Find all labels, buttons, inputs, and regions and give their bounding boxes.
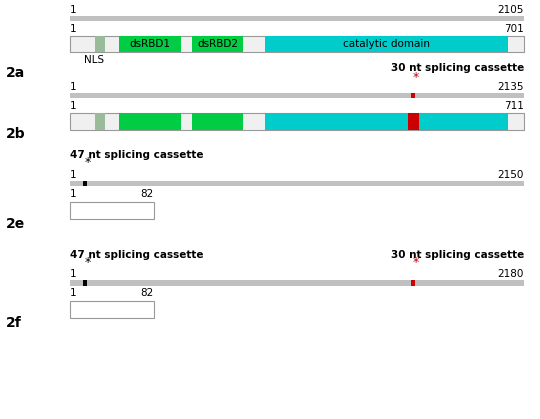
Text: 82: 82: [140, 288, 154, 298]
Text: 1: 1: [70, 5, 77, 15]
Bar: [70, 181, 524, 186]
Text: 82: 82: [140, 189, 154, 199]
Bar: [70, 36, 524, 52]
Text: 2150: 2150: [497, 170, 524, 180]
Text: 2b: 2b: [5, 127, 25, 141]
Text: 30 nt splicing cassette: 30 nt splicing cassette: [390, 250, 524, 260]
Bar: [70, 113, 524, 130]
Text: 2e: 2e: [5, 217, 25, 231]
Text: 1: 1: [70, 170, 77, 180]
Bar: [265, 36, 508, 52]
Text: catalytic domain: catalytic domain: [342, 39, 430, 49]
Text: *: *: [413, 256, 419, 269]
Text: 1: 1: [70, 82, 77, 92]
Text: 1: 1: [70, 288, 77, 298]
Text: 1: 1: [70, 189, 77, 199]
Bar: [94, 36, 105, 52]
Bar: [70, 93, 524, 98]
Text: 1: 1: [70, 269, 77, 279]
Text: dsRBD1: dsRBD1: [130, 39, 171, 49]
Text: 47 nt splicing cassette: 47 nt splicing cassette: [70, 150, 204, 160]
Text: 2a: 2a: [5, 66, 25, 80]
Text: NLS: NLS: [84, 55, 104, 65]
Text: 47 nt splicing cassette: 47 nt splicing cassette: [70, 250, 204, 260]
Bar: [411, 93, 415, 98]
Bar: [119, 36, 181, 52]
Bar: [192, 113, 243, 130]
Text: *: *: [413, 71, 419, 84]
Text: 30 nt splicing cassette: 30 nt splicing cassette: [390, 63, 524, 73]
Text: *: *: [84, 256, 91, 269]
Text: *: *: [84, 156, 91, 169]
Text: 711: 711: [504, 101, 524, 111]
Text: 2f: 2f: [5, 316, 21, 331]
Bar: [418, 113, 508, 130]
Bar: [70, 280, 524, 286]
Bar: [94, 113, 105, 130]
Text: 1: 1: [70, 101, 77, 111]
Bar: [83, 280, 87, 286]
Text: 2135: 2135: [497, 82, 524, 92]
Text: 2180: 2180: [497, 269, 524, 279]
Bar: [70, 202, 154, 219]
Text: 701: 701: [504, 23, 524, 34]
Bar: [119, 113, 181, 130]
Bar: [70, 301, 154, 318]
Bar: [83, 181, 87, 186]
Bar: [70, 16, 524, 21]
Bar: [408, 113, 418, 130]
Text: 2105: 2105: [497, 5, 524, 15]
Bar: [411, 280, 415, 286]
Text: 1: 1: [70, 23, 77, 34]
Text: dsRBD2: dsRBD2: [197, 39, 238, 49]
Bar: [192, 36, 243, 52]
Bar: [265, 113, 408, 130]
